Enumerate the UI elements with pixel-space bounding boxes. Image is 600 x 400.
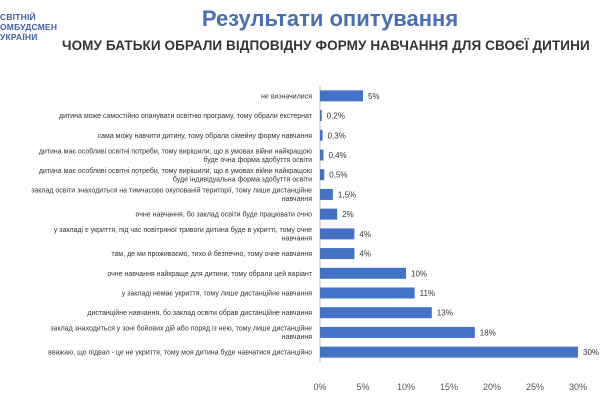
category-label: очне навчання найкраще для дитини, тому … [107, 270, 312, 278]
category-label: заклад освіти знаходиться на тимчасово о… [31, 187, 312, 195]
data-label: 5% [368, 92, 380, 101]
x-tick-label: 5% [356, 382, 369, 392]
category-label: не визначилися [261, 93, 312, 100]
ombudsman-logo: СВІТНІЙ ОМБУДСМЕН УКРАЇНИ [0, 12, 62, 42]
category-label: там, де ми проживаємо, тихо й безпечно, … [111, 250, 312, 258]
data-label: 10% [411, 269, 427, 278]
data-label: 4% [359, 230, 371, 239]
bar [320, 248, 355, 260]
bar [320, 287, 415, 299]
logo-line: СВІТНІЙ [0, 12, 36, 22]
data-label: 0,5% [329, 171, 347, 180]
bar [320, 129, 323, 141]
x-tick-label: 10% [397, 382, 415, 392]
chart-subtitle: ЧОМУ БАТЬКИ ОБРАЛИ ВІДПОВІДНУ ФОРМУ НАВЧ… [62, 38, 590, 53]
bar [320, 169, 325, 181]
data-label: 13% [437, 309, 453, 318]
category-label: дитина має особливі освітні потреби, том… [39, 167, 312, 175]
x-tick-label: 20% [483, 382, 501, 392]
category-label: у закладі немає укриття, тому лише диста… [122, 290, 312, 298]
x-tick-label: 15% [440, 382, 458, 392]
bar [320, 208, 338, 220]
bar [320, 267, 406, 279]
data-label: 0,2% [327, 112, 345, 121]
x-tick-label: 25% [526, 382, 544, 392]
category-label: навчання [282, 334, 312, 341]
data-label: 18% [480, 328, 496, 337]
category-label: дистанційне навчання, бо заклад освіти о… [87, 309, 312, 317]
bar [320, 228, 355, 240]
bar [320, 326, 475, 338]
logo-line: УКРАЇНИ [0, 32, 38, 42]
category-label: заклад знаходиться у зоні бойових дій аб… [50, 325, 312, 333]
data-label: 30% [583, 348, 599, 357]
bar [320, 346, 578, 358]
category-label: буде індивідуальна форма здобуття освіти [173, 175, 312, 183]
x-tick-label: 30% [569, 382, 587, 392]
x-tick-label: 0% [313, 382, 326, 392]
bar [320, 149, 324, 161]
data-label: 0,4% [328, 151, 346, 160]
category-label: буде очна форма здобуття освіти [203, 156, 312, 164]
bar [320, 307, 432, 319]
bar [320, 110, 322, 122]
page-title: Результати опитування [201, 6, 459, 31]
category-label: дитина може самостійно опанувати освітню… [59, 112, 313, 120]
data-label: 1,5% [338, 190, 356, 199]
category-label: дитина має особливі освітні потреби, том… [39, 147, 312, 155]
bar [320, 188, 333, 200]
category-label: очне навчання, бо заклад освіти буде пра… [136, 211, 313, 219]
category-label: сама можу навчити дитину, тому обрала сі… [98, 132, 313, 140]
category-label: навчання [282, 236, 312, 243]
logo-line: ОМБУДСМЕН [0, 22, 58, 32]
category-label: у закладі є укриття, під час повітряної … [54, 226, 312, 234]
data-label: 4% [359, 250, 371, 259]
category-label: вважаю, що підвал - це не укриття, тому … [48, 349, 312, 357]
data-label: 2% [342, 210, 354, 219]
data-label: 0,3% [328, 131, 346, 140]
bar [320, 90, 363, 102]
category-label: навчання [282, 196, 312, 203]
data-label: 11% [420, 289, 435, 298]
